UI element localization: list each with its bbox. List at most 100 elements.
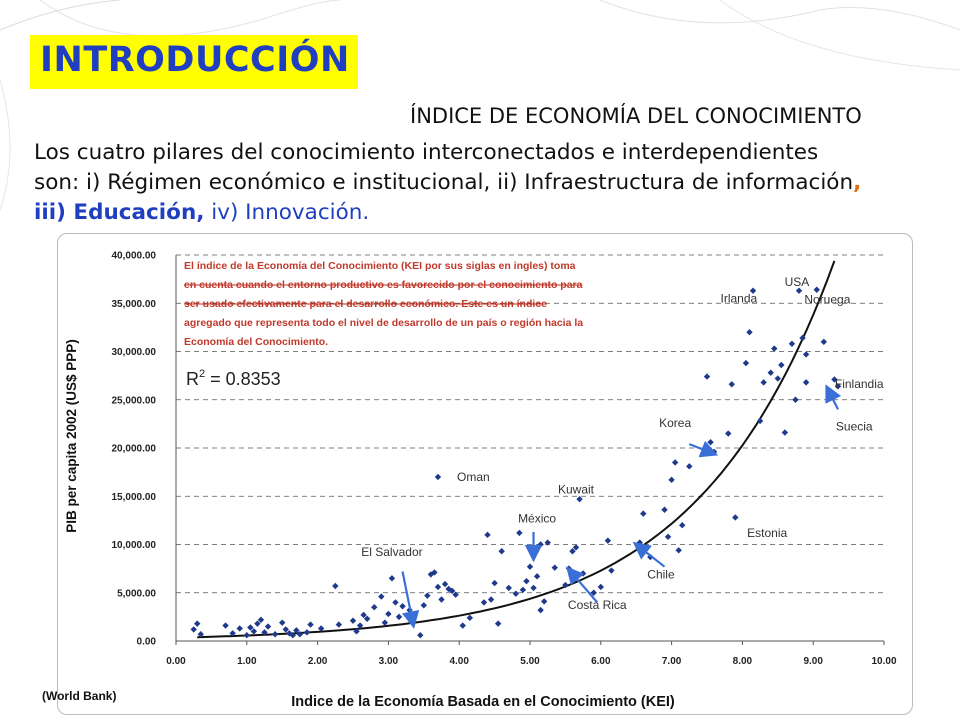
data-point	[781, 429, 789, 436]
data-point	[707, 439, 714, 446]
country-label: Noruega	[804, 292, 850, 306]
data-point	[537, 606, 544, 614]
y-tick-label: 15,000.00	[112, 492, 157, 503]
definition-note-line: en cuenta cuando el entorno productivo e…	[184, 279, 583, 291]
data-point	[434, 473, 442, 481]
x-tick-label: 5.00	[520, 656, 540, 667]
y-tick-label: 35,000.00	[112, 299, 157, 310]
y-tick-label: 0.00	[137, 637, 157, 648]
data-point	[247, 624, 254, 631]
data-point	[459, 622, 466, 629]
data-point	[802, 379, 810, 386]
definition-note-line: ser usado efectivamente para el desarrol…	[184, 298, 547, 310]
country-label: Irlanda	[721, 291, 758, 305]
data-point	[608, 567, 615, 574]
definition-note-line: Economía del Conocimiento.	[184, 336, 328, 348]
data-point	[799, 334, 806, 342]
data-point	[792, 396, 799, 403]
data-point	[271, 631, 279, 638]
x-tick-label: 8.00	[733, 656, 753, 667]
data-point	[686, 463, 693, 470]
country-label: México	[518, 511, 556, 525]
definition-note-line: agregado que representa todo el nivel de…	[184, 317, 583, 329]
data-point	[420, 602, 427, 609]
data-point	[378, 593, 385, 600]
y-tick-label: 40,000.00	[112, 251, 157, 262]
data-point	[742, 359, 750, 367]
title-banner: INTRODUCCIÓN	[30, 35, 358, 89]
annotation-arrow	[566, 566, 599, 604]
body-line-2-text: son: i) Régimen económico e instituciona…	[34, 170, 854, 195]
data-point	[795, 287, 803, 294]
data-point	[395, 613, 403, 621]
x-tick-label: 4.00	[449, 656, 469, 667]
data-point	[424, 592, 431, 599]
data-point	[335, 621, 343, 628]
data-point	[236, 625, 243, 632]
slide-subtitle: ÍNDICE DE ECONOMÍA DEL CONOCIMIENTO	[410, 104, 862, 128]
y-tick-label: 20,000.00	[112, 444, 157, 455]
country-labels: USA Irlanda Noruega Finlandia Suecia Korea Oma…	[361, 275, 884, 612]
data-point	[756, 417, 764, 425]
data-point	[392, 599, 399, 606]
annotation-arrows	[401, 384, 842, 629]
data-point	[530, 584, 537, 592]
data-point	[197, 631, 204, 638]
data-point	[749, 287, 757, 294]
data-point	[668, 476, 675, 484]
data-point	[661, 506, 668, 513]
data-point	[576, 495, 583, 503]
data-point	[399, 603, 406, 610]
x-tick-label: 3.00	[379, 656, 399, 667]
data-point	[675, 547, 682, 554]
data-point	[590, 589, 597, 596]
data-point	[526, 563, 534, 570]
data-point	[431, 569, 438, 576]
data-point	[353, 628, 360, 635]
annotation-arrow	[688, 440, 719, 458]
source-citation: (World Bank)	[42, 689, 117, 703]
data-point	[381, 619, 389, 626]
data-point	[767, 369, 774, 376]
data-point	[778, 361, 785, 369]
country-label: Kuwait	[558, 482, 595, 496]
country-label: Suecia	[836, 420, 873, 434]
data-point	[671, 459, 679, 466]
data-point	[434, 583, 442, 591]
data-point	[516, 529, 523, 537]
data-point	[257, 616, 265, 623]
data-point	[190, 626, 197, 633]
data-point	[537, 541, 544, 548]
data-point	[760, 379, 767, 386]
data-point	[494, 620, 502, 627]
pillar-education: Educación,	[73, 200, 205, 225]
x-tick-label: 7.00	[662, 656, 682, 667]
data-point	[774, 375, 781, 382]
r-squared-r: R	[186, 369, 199, 389]
data-point	[679, 522, 686, 529]
pillar-innovation: iv) Innovación.	[204, 200, 370, 225]
chart-frame: USA Irlanda Noruega Finlandia Suecia Korea Oma…	[57, 233, 913, 715]
data-point	[385, 610, 392, 618]
data-point	[551, 564, 558, 571]
data-point	[604, 537, 612, 544]
r-squared-label: R2 = 0.8353	[186, 368, 281, 389]
y-tick-label: 10,000.00	[112, 540, 157, 551]
r-squared-exponent: 2	[199, 368, 205, 380]
data-point	[307, 621, 314, 628]
data-point	[417, 632, 424, 639]
data-point	[250, 628, 258, 635]
data-point	[441, 580, 449, 588]
trend-curve	[197, 260, 836, 639]
data-point	[388, 575, 396, 582]
body-line-1: Los cuatro pilares del conocimiento inte…	[34, 140, 819, 165]
data-point	[293, 627, 300, 634]
y-tick-label: 30,000.00	[112, 347, 157, 358]
data-point	[820, 338, 828, 346]
annotation-arrow	[825, 384, 842, 410]
annotation-arrow	[401, 571, 420, 629]
data-point	[279, 619, 286, 626]
data-point	[229, 630, 236, 637]
data-point	[480, 599, 488, 606]
